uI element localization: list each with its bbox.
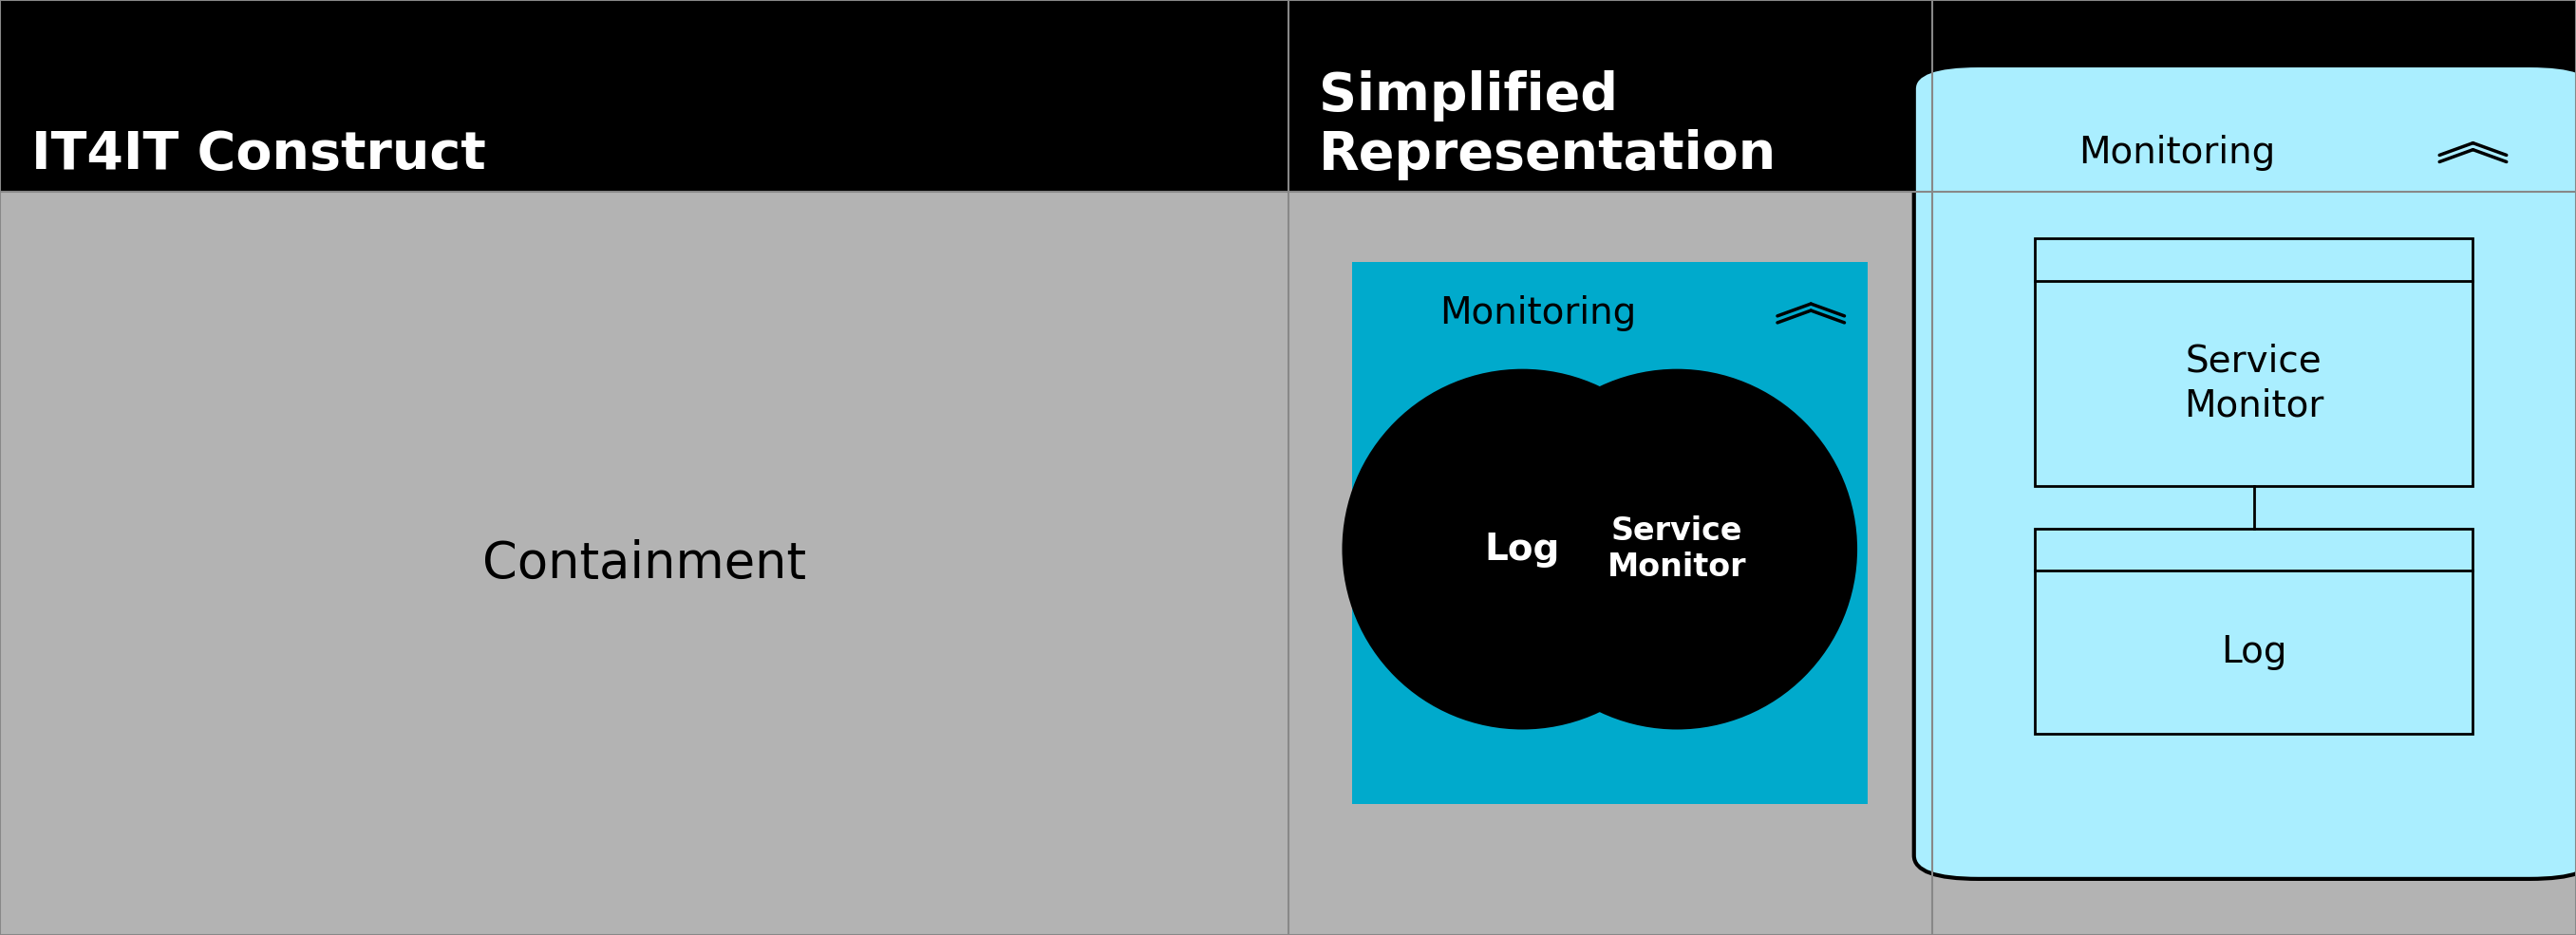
Text: Log: Log <box>2221 634 2287 670</box>
Bar <box>1932 0 2576 192</box>
Bar <box>1352 262 1868 804</box>
FancyBboxPatch shape <box>1914 65 2576 879</box>
Text: Service
Monitor: Service Monitor <box>1607 515 1747 583</box>
Text: Service
Monitor: Service Monitor <box>2184 343 2324 424</box>
Text: Simplified
Representation: Simplified Representation <box>1319 70 1777 180</box>
Ellipse shape <box>1342 369 1703 729</box>
Ellipse shape <box>1497 369 1857 729</box>
Bar <box>2035 238 2473 486</box>
Text: ArchiMate
Representation: ArchiMate Representation <box>1963 70 2421 180</box>
Text: Log: Log <box>1484 531 1561 568</box>
Text: Containment: Containment <box>482 539 806 588</box>
Text: IT4IT Construct: IT4IT Construct <box>31 129 484 180</box>
Text: Monitoring: Monitoring <box>1440 295 1636 331</box>
Bar <box>0 0 1288 192</box>
Bar <box>1288 0 1932 192</box>
Bar <box>2035 528 2473 734</box>
Text: Monitoring: Monitoring <box>2079 135 2275 170</box>
